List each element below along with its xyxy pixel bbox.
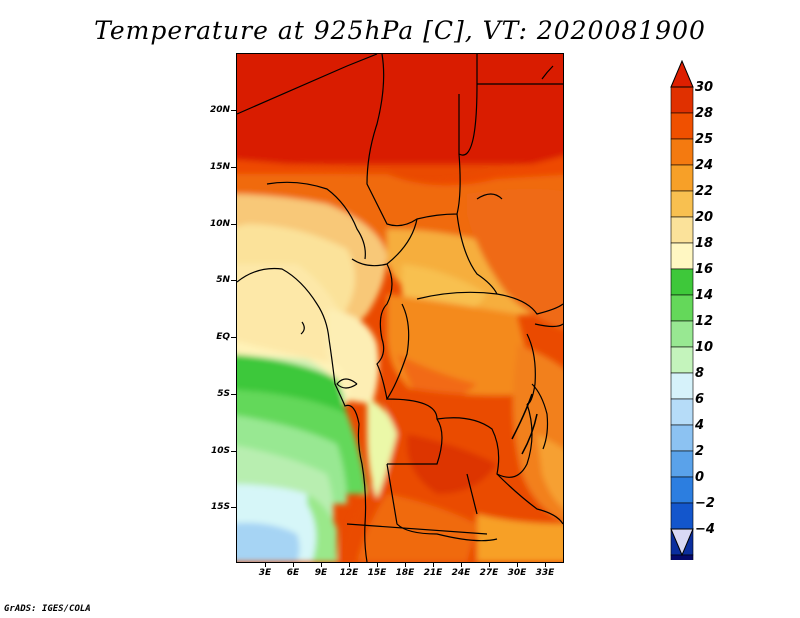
lat-label: 10S (210, 446, 230, 456)
lon-label: 3E (258, 568, 272, 578)
colorbar-label: 6 (695, 392, 705, 407)
colorbar-segment (670, 294, 694, 322)
colorbar-segments (670, 86, 694, 560)
colorbar-label: 24 (695, 158, 714, 173)
lat-label: 15S (210, 502, 230, 512)
colorbar-label: 14 (695, 288, 714, 303)
colorbar-label: 22 (695, 184, 714, 199)
colorbar-segment (670, 502, 694, 530)
colorbar-label: 4 (695, 418, 705, 433)
colorbar-segment (670, 450, 694, 478)
colorbar-segment (670, 86, 694, 114)
colorbar-segment (670, 216, 694, 244)
lat-label: 5N (216, 275, 230, 285)
colorbar-segment (670, 190, 694, 218)
colorbar-segment (670, 112, 694, 140)
lat-label: 10N (209, 219, 230, 229)
lon-label: 18E (395, 568, 415, 578)
lat-label: EQ (216, 332, 230, 342)
colorbar-label: −4 (695, 522, 715, 537)
colorbar-segment (670, 164, 694, 192)
colorbar-label: 18 (695, 236, 714, 251)
lon-label: 33E (535, 568, 555, 578)
lon-label: 30E (507, 568, 527, 578)
lat-label: 20N (209, 105, 230, 115)
lon-label: 27E (479, 568, 499, 578)
colorbar-label: 10 (695, 340, 714, 355)
colorbar-arrow-bottom (670, 528, 694, 557)
lat-label: 5S (217, 389, 230, 399)
lon-label: 15E (367, 568, 387, 578)
colorbar-segment (670, 424, 694, 452)
colorbar-label: 28 (695, 106, 714, 121)
colorbar-segment (670, 476, 694, 504)
colorbar-segment (670, 372, 694, 400)
colorbar-label: 20 (695, 210, 714, 225)
temperature-field (237, 54, 563, 562)
colorbar-label: 8 (695, 366, 705, 381)
colorbar-label: −2 (695, 496, 715, 511)
colorbar-segment (670, 398, 694, 426)
temperature-map (236, 53, 564, 563)
colorbar-label: 25 (695, 132, 714, 147)
colorbar (670, 60, 694, 560)
lon-label: 21E (423, 568, 443, 578)
colorbar-segment (670, 138, 694, 166)
colorbar-label: 16 (695, 262, 714, 277)
colorbar-label: 30 (695, 80, 714, 95)
coastline-boundaries (237, 54, 563, 562)
lat-label: 15N (209, 162, 230, 172)
lon-label: 12E (339, 568, 359, 578)
colorbar-segment (670, 346, 694, 374)
colorbar-label: 2 (695, 444, 705, 459)
credit-text: GrADS: IGES/COLA (4, 604, 91, 614)
chart-title: Temperature at 925hPa [C], VT: 202008190… (94, 16, 706, 45)
colorbar-label: 12 (695, 314, 714, 329)
colorbar-label: 0 (695, 470, 705, 485)
lon-label: 6E (286, 568, 300, 578)
colorbar-segment (670, 320, 694, 348)
lon-label: 24E (451, 568, 471, 578)
colorbar-segment (670, 242, 694, 270)
colorbar-segment (670, 268, 694, 296)
lon-label: 9E (314, 568, 328, 578)
colorbar-arrow-top (670, 60, 694, 88)
